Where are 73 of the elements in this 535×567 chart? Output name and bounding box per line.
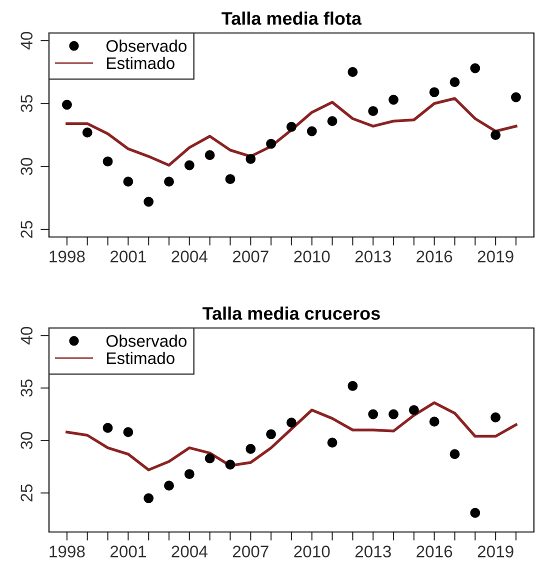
point (450, 449, 460, 460)
point (327, 438, 338, 448)
point (470, 63, 480, 74)
line-series (66, 97, 518, 167)
point (490, 412, 501, 422)
y-tick-label: 40 (20, 326, 33, 344)
point (144, 493, 154, 504)
chart-title: Talla media flota (222, 12, 362, 25)
chart-title: Talla media cruceros (202, 306, 380, 320)
x-tick-label: 2013 (355, 546, 391, 558)
point (164, 176, 174, 187)
line-series (66, 401, 518, 472)
x-tick-label: 2007 (232, 546, 268, 558)
y-tick-label: 35 (20, 379, 33, 397)
point (286, 122, 296, 132)
x-tick-label: 2010 (294, 250, 330, 262)
point (429, 87, 440, 98)
point (225, 460, 236, 470)
point (429, 416, 440, 427)
x-tick-label: 2019 (478, 250, 514, 262)
y-tick-label: 30 (20, 158, 33, 176)
point (286, 418, 296, 428)
point (408, 405, 419, 416)
point (348, 67, 358, 78)
point (246, 154, 256, 164)
point (306, 126, 317, 136)
y-tick-label: 25 (20, 484, 33, 502)
y-tick-label: 30 (20, 432, 33, 450)
point (184, 160, 194, 170)
x-tick-label: 2007 (232, 250, 268, 262)
point (102, 422, 113, 433)
point (348, 380, 358, 391)
y-tick-label: 35 (20, 94, 33, 112)
legend-label: Estimado (107, 56, 174, 70)
legend-label: Estimado (107, 352, 174, 364)
point (368, 106, 378, 116)
point (266, 429, 276, 440)
point (246, 444, 256, 454)
point (470, 508, 480, 518)
x-tick-label: 2004 (172, 546, 208, 558)
point (82, 128, 92, 138)
legend-label: Observado (106, 40, 186, 52)
point (510, 92, 521, 102)
point (368, 409, 378, 420)
point (388, 409, 398, 420)
point (164, 480, 174, 491)
x-tick-label: 1998 (50, 546, 85, 558)
point (204, 453, 215, 464)
x-tick-label: 2001 (110, 546, 146, 558)
x-tick-label: 2019 (478, 546, 514, 558)
point (102, 156, 113, 166)
x-tick-label: 2001 (110, 250, 146, 262)
point (450, 77, 460, 88)
y-tick-label: 25 (20, 220, 33, 238)
x-tick-label: 2016 (416, 250, 452, 262)
point (144, 196, 154, 207)
point (123, 176, 134, 187)
x-tick-label: 2016 (416, 546, 452, 558)
point (225, 174, 236, 184)
point (266, 138, 276, 149)
x-tick-label: 2004 (172, 250, 208, 262)
x-tick-label: 2013 (355, 250, 391, 262)
point (490, 130, 501, 140)
x-tick-label: 2010 (294, 546, 330, 558)
point (123, 427, 134, 438)
point (62, 100, 72, 110)
point (204, 150, 215, 160)
x-tick-label: 1998 (50, 250, 85, 262)
legend-label: Observado (106, 334, 186, 347)
y-tick-label: 40 (20, 32, 33, 50)
point (184, 469, 194, 480)
point (388, 94, 398, 105)
point (327, 116, 338, 126)
